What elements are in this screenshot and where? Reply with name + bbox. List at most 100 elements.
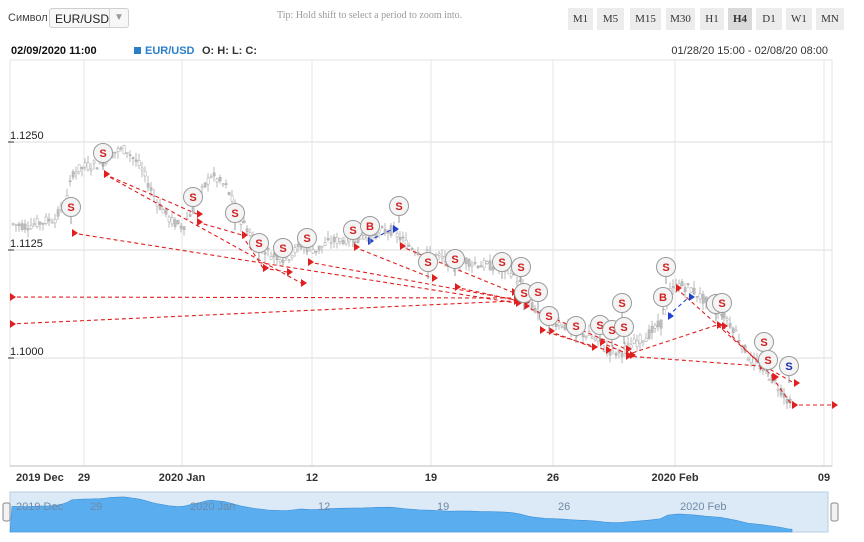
candle-body bbox=[278, 259, 282, 263]
entry-marker bbox=[354, 243, 360, 251]
entry-marker bbox=[540, 326, 546, 334]
x-tick-label: 12 bbox=[306, 472, 318, 484]
signal-marker[interactable] bbox=[566, 316, 586, 336]
signal-marker[interactable] bbox=[492, 252, 512, 272]
candle-body bbox=[596, 337, 600, 342]
candle-body bbox=[242, 220, 246, 224]
signal-label: S bbox=[395, 201, 402, 213]
candle-body bbox=[482, 260, 486, 269]
candle-body bbox=[143, 171, 147, 177]
signal-marker[interactable] bbox=[712, 293, 732, 313]
signal-marker[interactable] bbox=[528, 282, 548, 302]
candle-body bbox=[95, 167, 99, 170]
candle-body bbox=[161, 209, 165, 214]
signal-label: S bbox=[760, 337, 767, 349]
signal-marker[interactable] bbox=[183, 187, 203, 207]
exit-marker bbox=[432, 274, 438, 282]
candle-body bbox=[362, 235, 366, 240]
candle-body bbox=[341, 240, 345, 244]
candle-body bbox=[119, 147, 123, 150]
candle-body bbox=[221, 183, 225, 186]
candle-body bbox=[29, 224, 33, 229]
signal-marker[interactable] bbox=[297, 228, 317, 248]
signal-marker[interactable] bbox=[445, 249, 465, 269]
signal-marker[interactable] bbox=[93, 143, 113, 163]
candle-body bbox=[227, 192, 231, 195]
candle-body bbox=[164, 209, 168, 215]
signal-marker[interactable] bbox=[656, 257, 676, 277]
candle-body bbox=[509, 272, 513, 277]
candle-body bbox=[728, 323, 732, 328]
signal-label: S bbox=[189, 192, 196, 204]
exit-marker bbox=[287, 268, 293, 276]
candle-body bbox=[629, 344, 633, 349]
sell-trade-line bbox=[71, 232, 517, 304]
sell-trade-line bbox=[103, 173, 302, 284]
candle-body bbox=[635, 340, 639, 347]
timeframe-m1-button[interactable]: M1 bbox=[568, 8, 593, 30]
signal-marker[interactable] bbox=[614, 317, 634, 337]
candle-body bbox=[53, 218, 57, 224]
candle-body bbox=[479, 265, 483, 268]
signal-marker[interactable] bbox=[653, 287, 673, 307]
signal-marker[interactable] bbox=[511, 257, 531, 277]
signal-marker[interactable] bbox=[225, 203, 245, 223]
signal-marker[interactable] bbox=[249, 233, 269, 253]
timeframe-m30-button[interactable]: M30 bbox=[666, 8, 695, 30]
candle-body bbox=[179, 225, 183, 229]
entry-marker bbox=[549, 327, 555, 335]
timeframe-h1-button[interactable]: H1 bbox=[700, 8, 724, 30]
candle-body bbox=[311, 249, 315, 254]
signal-marker[interactable] bbox=[758, 350, 778, 370]
sell-trade-line bbox=[9, 296, 515, 299]
signal-marker[interactable] bbox=[418, 252, 438, 272]
buy-trade-line bbox=[367, 228, 394, 242]
navigator-handle-right[interactable] bbox=[830, 502, 839, 522]
entry-marker bbox=[242, 231, 248, 239]
timeframe-mn-button[interactable]: MN bbox=[816, 8, 844, 30]
candle-body bbox=[155, 202, 159, 207]
signal-marker[interactable] bbox=[360, 216, 380, 236]
signal-marker[interactable] bbox=[273, 238, 293, 258]
signal-marker[interactable] bbox=[61, 197, 81, 217]
symbol-select[interactable]: EUR/USD ▼ bbox=[49, 8, 129, 28]
signal-marker[interactable] bbox=[389, 196, 409, 216]
candle-body bbox=[56, 209, 60, 217]
navigator-handle-left[interactable] bbox=[2, 502, 11, 522]
signal-marker[interactable] bbox=[539, 306, 559, 326]
date-range: 01/28/20 15:00 - 02/08/20 08:00 bbox=[671, 45, 828, 57]
timeframe-m5-button[interactable]: M5 bbox=[597, 8, 624, 30]
exit-marker bbox=[630, 351, 636, 359]
sell-trade-line bbox=[399, 245, 513, 293]
candle-body bbox=[395, 232, 399, 238]
signal-label: S bbox=[349, 225, 356, 237]
candle-body bbox=[23, 223, 27, 230]
candle-body bbox=[584, 336, 588, 339]
buy-trade-line bbox=[667, 296, 690, 317]
timeframe-d1-button[interactable]: D1 bbox=[756, 8, 782, 30]
candle-body bbox=[608, 351, 612, 356]
signal-label: S bbox=[517, 262, 524, 274]
signal-marker[interactable] bbox=[612, 293, 632, 313]
candle-body bbox=[203, 182, 207, 188]
candle-body bbox=[464, 257, 468, 265]
signal-label: S bbox=[424, 257, 431, 269]
timeframe-m15-button[interactable]: M15 bbox=[630, 8, 661, 30]
signal-label: B bbox=[659, 292, 667, 304]
exit-marker bbox=[832, 401, 838, 409]
candle-body bbox=[752, 356, 756, 365]
signal-label: S bbox=[231, 208, 238, 220]
candle-body bbox=[410, 248, 414, 250]
candle-body bbox=[620, 352, 624, 357]
candle-body bbox=[317, 245, 321, 251]
sell-trade-line bbox=[523, 305, 627, 350]
entry-marker bbox=[10, 320, 16, 328]
candle-body bbox=[245, 228, 249, 233]
timeframe-h4-button[interactable]: H4 bbox=[728, 8, 752, 30]
timeframe-w1-button[interactable]: W1 bbox=[786, 8, 812, 30]
signal-marker[interactable] bbox=[779, 356, 799, 376]
candle-body bbox=[593, 337, 597, 341]
candle-body bbox=[170, 217, 174, 225]
candle-body bbox=[749, 355, 753, 363]
